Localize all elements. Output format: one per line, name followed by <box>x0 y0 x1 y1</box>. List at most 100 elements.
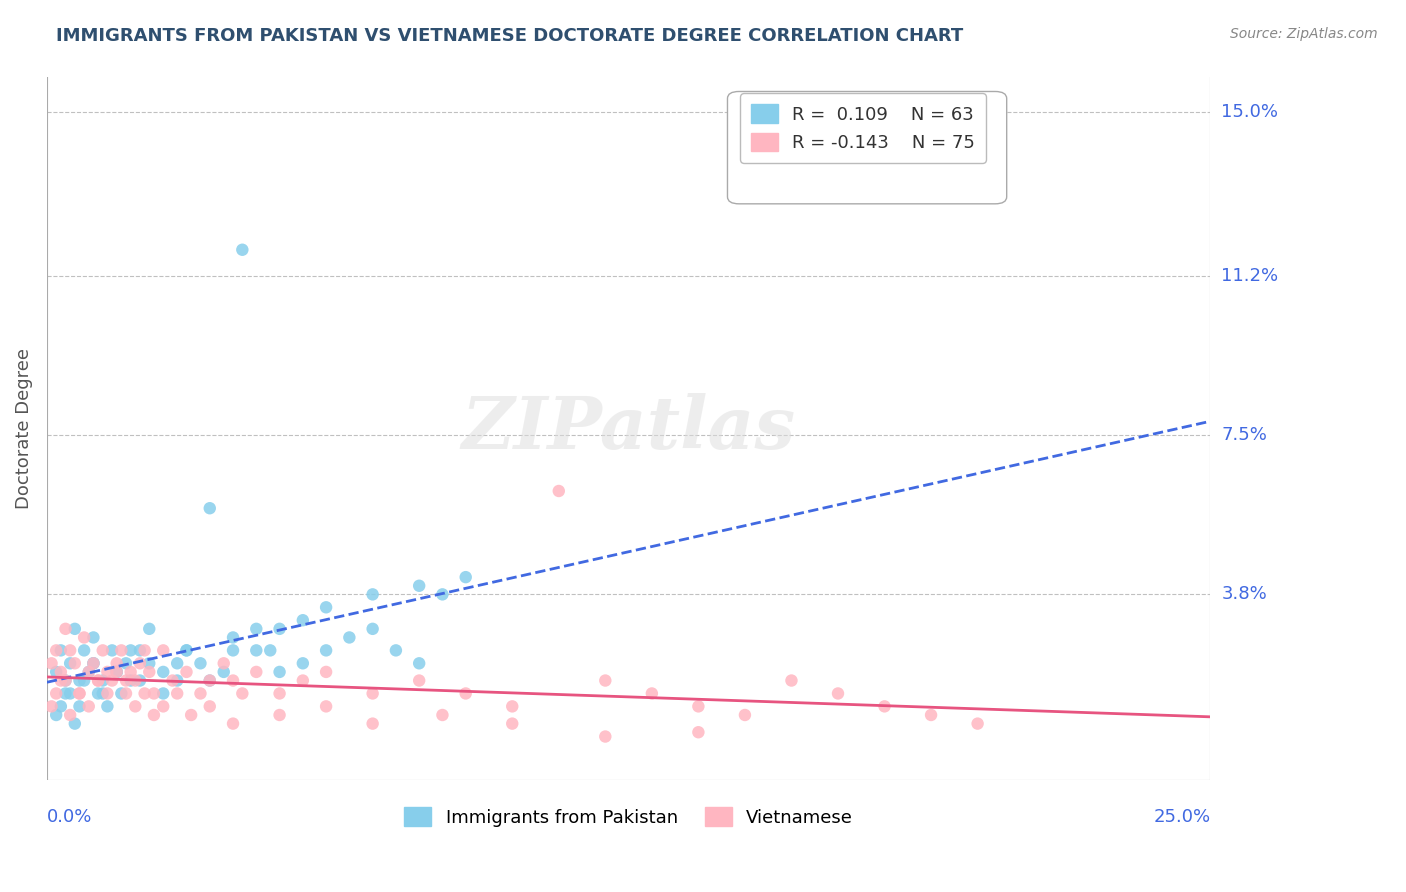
Point <box>152 699 174 714</box>
Text: 3.8%: 3.8% <box>1222 585 1267 603</box>
Point <box>49 643 72 657</box>
Point <box>222 631 245 645</box>
Point <box>45 665 67 679</box>
Point <box>166 657 188 671</box>
Point <box>152 643 174 657</box>
Point <box>45 686 67 700</box>
Point <box>827 686 849 700</box>
Point <box>780 673 803 688</box>
Point <box>73 643 96 657</box>
Y-axis label: Doctorate Degree: Doctorate Degree <box>15 348 32 509</box>
Point <box>408 657 430 671</box>
Point <box>96 699 118 714</box>
Point <box>315 665 337 679</box>
Text: IMMIGRANTS FROM PAKISTAN VS VIETNAMESE DOCTORATE DEGREE CORRELATION CHART: IMMIGRANTS FROM PAKISTAN VS VIETNAMESE D… <box>56 27 963 45</box>
FancyBboxPatch shape <box>727 92 1007 204</box>
Text: 7.5%: 7.5% <box>1222 426 1267 444</box>
Point <box>115 686 138 700</box>
Point <box>63 657 86 671</box>
Point <box>69 686 91 700</box>
Text: 0.0%: 0.0% <box>46 808 93 826</box>
Point <box>105 665 128 679</box>
Point <box>59 657 82 671</box>
Point <box>91 643 114 657</box>
Text: Source: ZipAtlas.com: Source: ZipAtlas.com <box>1230 27 1378 41</box>
Point <box>385 643 408 657</box>
Point <box>315 699 337 714</box>
Point <box>91 673 114 688</box>
Point <box>115 673 138 688</box>
Point <box>162 673 184 688</box>
Point <box>291 613 314 627</box>
Point <box>124 673 146 688</box>
Point <box>87 673 110 688</box>
Point <box>129 673 152 688</box>
Point <box>190 686 212 700</box>
Text: ZIPatlas: ZIPatlas <box>461 393 796 464</box>
Point <box>966 716 988 731</box>
Text: 11.2%: 11.2% <box>1222 267 1278 285</box>
Point <box>49 673 72 688</box>
Point <box>82 657 104 671</box>
Point <box>641 686 664 700</box>
Point <box>501 716 523 731</box>
Point <box>432 587 454 601</box>
Point <box>138 665 160 679</box>
Point <box>69 699 91 714</box>
Point <box>138 622 160 636</box>
Point <box>134 643 156 657</box>
Point <box>291 673 314 688</box>
Point <box>142 686 165 700</box>
Point <box>101 643 124 657</box>
Point <box>124 699 146 714</box>
Point <box>152 686 174 700</box>
Point <box>115 657 138 671</box>
Point <box>69 673 91 688</box>
Point <box>198 699 221 714</box>
Point <box>595 730 617 744</box>
Point <box>82 657 104 671</box>
Point <box>501 699 523 714</box>
Point <box>269 686 291 700</box>
Point <box>91 686 114 700</box>
Point <box>73 673 96 688</box>
Point <box>361 716 384 731</box>
Point <box>454 686 477 700</box>
Point <box>873 699 896 714</box>
Point <box>77 665 100 679</box>
Point <box>129 643 152 657</box>
Point <box>142 708 165 723</box>
Point <box>688 699 710 714</box>
Point <box>269 665 291 679</box>
Point <box>63 716 86 731</box>
Point <box>69 686 91 700</box>
Point <box>87 673 110 688</box>
Point <box>291 657 314 671</box>
Point <box>245 665 267 679</box>
Point <box>110 686 132 700</box>
Point <box>96 665 118 679</box>
Point <box>337 631 360 645</box>
Point <box>82 631 104 645</box>
Point <box>77 665 100 679</box>
Point <box>55 673 77 688</box>
Point <box>198 673 221 688</box>
Point <box>361 686 384 700</box>
Point <box>134 686 156 700</box>
Point <box>245 643 267 657</box>
Point <box>138 657 160 671</box>
Point <box>55 686 77 700</box>
Point <box>41 699 63 714</box>
Point <box>120 673 142 688</box>
Point <box>198 673 221 688</box>
Point <box>361 622 384 636</box>
Point <box>454 570 477 584</box>
Text: 15.0%: 15.0% <box>1222 103 1278 121</box>
Point <box>245 622 267 636</box>
Point <box>166 673 188 688</box>
Point <box>129 657 152 671</box>
Point <box>77 699 100 714</box>
Point <box>547 483 569 498</box>
Point <box>45 708 67 723</box>
Point <box>222 643 245 657</box>
